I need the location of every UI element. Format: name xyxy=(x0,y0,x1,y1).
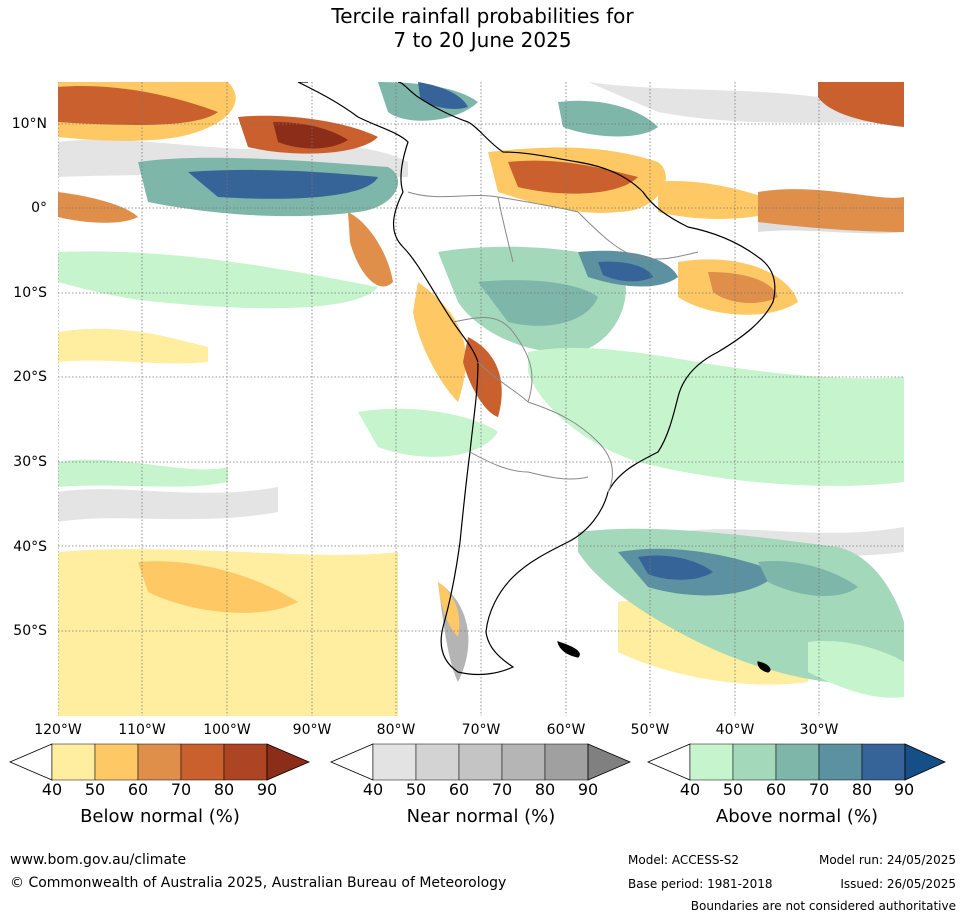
legend-below-normal xyxy=(8,742,311,782)
lat-label-10n: 10°N xyxy=(11,116,47,132)
legend-near-tick-80: 80 xyxy=(534,780,556,799)
lon-label-30w: 30°W xyxy=(799,722,839,738)
colorbar-below-swatch-0 xyxy=(8,743,53,781)
lat-label-0: 0° xyxy=(31,200,47,216)
colorbar-near-swatch-5 xyxy=(544,743,589,781)
colorbar-below-normal xyxy=(8,743,311,781)
graticule xyxy=(58,82,904,716)
lon-label-40w: 40°W xyxy=(715,722,755,738)
footer-boundaries-note: Boundaries are not considered authoritat… xyxy=(690,899,956,913)
footer-base-period: Base period: 1981-2018 xyxy=(628,877,773,891)
lon-label-100w: 100°W xyxy=(203,722,251,738)
lon-label-50w: 50°W xyxy=(630,722,670,738)
colorbar-near-swatch-1 xyxy=(372,743,417,781)
rainfall-probability-map xyxy=(58,82,904,716)
legend-below-tick-40: 40 xyxy=(41,780,63,799)
colorbar-near-swatch-3 xyxy=(458,743,503,781)
footer-issued: Issued: 26/05/2025 xyxy=(840,877,956,891)
colorbar-near-swatch-4 xyxy=(501,743,546,781)
coastline xyxy=(297,82,776,676)
footer-model-run: Model run: 24/05/2025 xyxy=(818,853,956,867)
colorbar-above-normal xyxy=(646,743,946,781)
colorbar-near-swatch-6 xyxy=(587,743,632,781)
title-line-2: 7 to 20 June 2025 xyxy=(393,28,572,52)
colorbar-above-swatch-2 xyxy=(732,743,777,781)
colorbar-below-swatch-2 xyxy=(94,743,139,781)
legend-above-tick-50: 50 xyxy=(722,780,744,799)
footer-url-link[interactable]: www.bom.gov.au/climate xyxy=(10,852,187,868)
colorbar-below-swatch-3 xyxy=(137,743,182,781)
legend-above-tick-90: 90 xyxy=(893,780,915,799)
map-title: Tercile rainfall probabilities for 7 to … xyxy=(0,4,965,52)
colorbar-above-swatch-6 xyxy=(904,743,946,781)
colorbar-near-swatch-2 xyxy=(415,743,460,781)
colorbar-below-swatch-5 xyxy=(223,743,268,781)
colorbar-near-normal xyxy=(329,743,632,781)
colorbar-below-swatch-4 xyxy=(180,743,225,781)
lat-label-30s: 30°S xyxy=(13,454,47,470)
title-line-1: Tercile rainfall probabilities for xyxy=(331,4,634,28)
colorbar-above-swatch-3 xyxy=(775,743,820,781)
lon-label-70w: 70°W xyxy=(461,722,501,738)
legend-above-normal xyxy=(646,742,948,782)
legend-above-tick-70: 70 xyxy=(808,780,830,799)
colorbar-above-swatch-0 xyxy=(646,743,691,781)
legend-below-title: Below normal (%) xyxy=(80,806,240,827)
lat-label-40s: 40°S xyxy=(13,539,47,555)
lon-label-80w: 80°W xyxy=(376,722,416,738)
legend-near-title: Near normal (%) xyxy=(406,806,556,827)
legend-below-tick-90: 90 xyxy=(256,780,278,799)
below-normal-regions xyxy=(58,82,904,716)
colorbar-below-swatch-1 xyxy=(51,743,96,781)
lon-label-110w: 110°W xyxy=(118,722,166,738)
footer-copyright: © Commonwealth of Australia 2025, Austra… xyxy=(10,875,507,891)
legend-below-tick-80: 80 xyxy=(213,780,235,799)
above-normal-regions xyxy=(58,82,904,698)
footer-model: Model: ACCESS-S2 xyxy=(628,853,740,867)
legend-near-tick-60: 60 xyxy=(448,780,470,799)
legend-below-tick-70: 70 xyxy=(170,780,192,799)
lon-label-60w: 60°W xyxy=(546,722,586,738)
legend-above-tick-80: 80 xyxy=(851,780,873,799)
legend-near-tick-90: 90 xyxy=(577,780,599,799)
legend-near-normal xyxy=(329,742,632,782)
map-canvas xyxy=(58,82,904,716)
colorbar-below-swatch-6 xyxy=(266,743,311,781)
country-borders xyxy=(407,191,699,493)
legend-near-tick-50: 50 xyxy=(405,780,427,799)
colorbar-above-swatch-1 xyxy=(689,743,734,781)
lat-label-20s: 20°S xyxy=(13,369,47,385)
lon-label-120w: 120°W xyxy=(34,722,82,738)
legend-near-tick-40: 40 xyxy=(362,780,384,799)
lat-label-10s: 10°S xyxy=(13,285,47,301)
legend-near-tick-70: 70 xyxy=(491,780,513,799)
legend-below-tick-60: 60 xyxy=(127,780,149,799)
legend-below-tick-50: 50 xyxy=(84,780,106,799)
legend-above-tick-40: 40 xyxy=(679,780,701,799)
colorbar-above-swatch-4 xyxy=(818,743,863,781)
legend-above-title: Above normal (%) xyxy=(715,806,879,827)
lat-label-50s: 50°S xyxy=(13,623,47,639)
legend-above-tick-60: 60 xyxy=(765,780,787,799)
colorbar-above-swatch-5 xyxy=(861,743,906,781)
lon-label-90w: 90°W xyxy=(292,722,332,738)
colorbar-near-swatch-0 xyxy=(329,743,374,781)
